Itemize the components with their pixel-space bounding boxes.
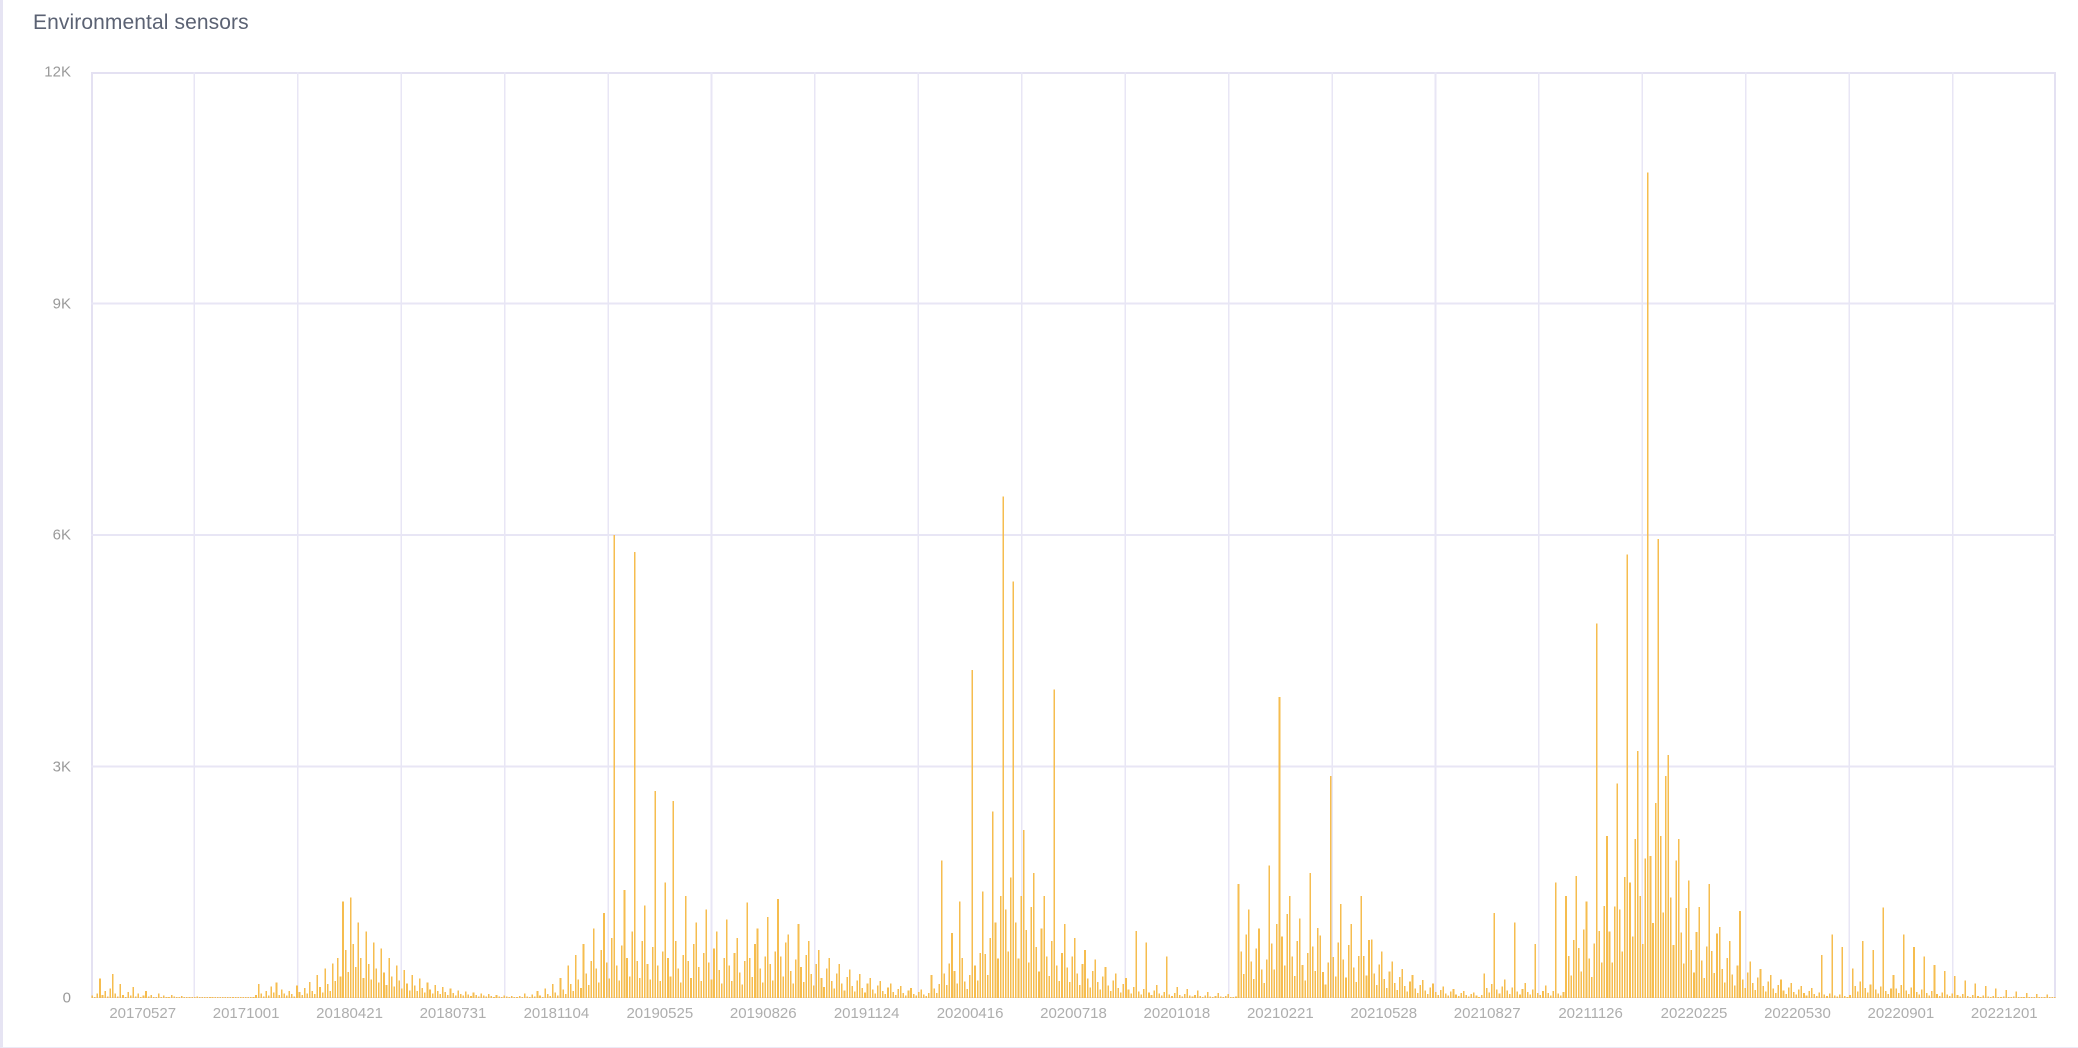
x-axis-tick-label: 20200718 [1040,1005,1107,1022]
x-axis-tick-label: 20190826 [729,1005,797,1022]
y-axis: 0 3K 6K 9K 12K [3,64,81,1007]
page-title: Environmental sensors [33,11,249,34]
x-axis-tick-label: 20191124 [833,1005,900,1022]
x-axis-tick-label: 20200416 [936,1005,1004,1022]
y-axis-tick-label: 0 [62,989,71,1007]
x-axis-tick-label: 20170527 [109,1005,177,1022]
x-axis: 20170527 20171001 20180421 20180731 20181104… [3,1005,2078,1035]
plot-area [91,72,2056,998]
x-axis-tick-label: 20201018 [1143,1005,1211,1022]
x-axis-tick-label: 20211126 [1558,1005,1623,1022]
y-axis-tick-label: 12K [44,63,71,81]
y-axis-tick-label: 9K [52,295,71,312]
x-axis-tick-label: 20210827 [1453,1005,1521,1022]
x-axis-tick-label: 20210528 [1350,1005,1418,1022]
y-axis-tick-label: 6K [52,526,71,544]
y-axis-tick-label: 3K [52,758,71,775]
gridlines [91,72,2056,998]
x-axis-tick-label: 20180731 [419,1005,487,1022]
x-axis-tick-label: 20181104 [523,1005,590,1022]
x-axis-tick-label: 20180421 [316,1005,383,1022]
x-axis-tick-label: 20210221 [1246,1005,1314,1022]
x-axis-tick-label: 20221201 [1970,1005,2038,1022]
x-axis-tick-label: 20171001 [212,1005,280,1022]
x-axis-tick-label: 20220225 [1660,1005,1728,1022]
x-axis-tick-label: 20220901 [1867,1005,1935,1022]
x-axis-tick-label: 20190525 [626,1005,694,1022]
x-axis-tick-label: 20220530 [1764,1005,1831,1022]
bar-series [91,172,2056,998]
